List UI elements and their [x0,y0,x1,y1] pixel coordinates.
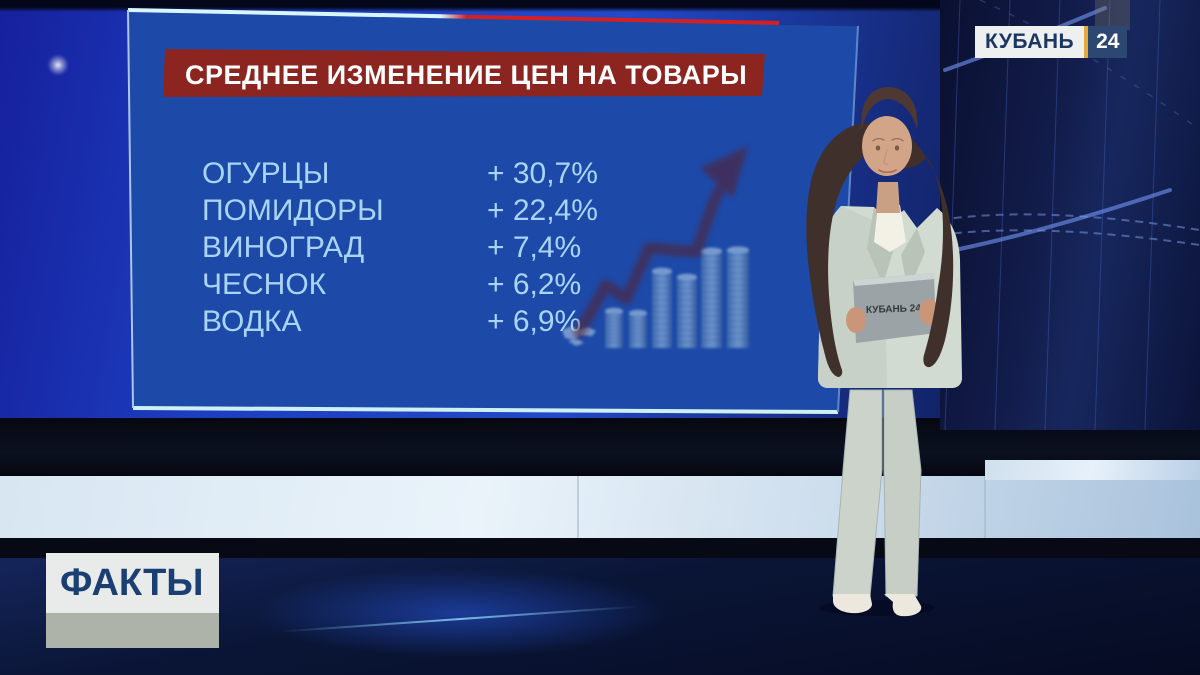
svg-text:КУБАНЬ 24: КУБАНЬ 24 [866,303,922,316]
